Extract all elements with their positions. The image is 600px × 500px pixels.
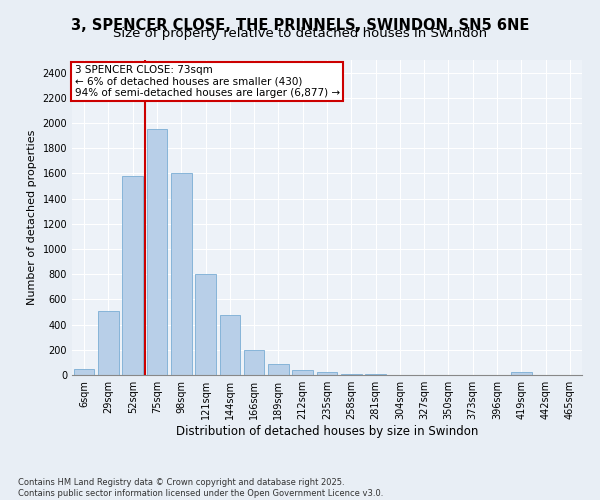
Bar xyxy=(317,372,337,375)
Bar xyxy=(220,314,240,375)
Text: Size of property relative to detached houses in Swindon: Size of property relative to detached ho… xyxy=(113,28,487,40)
Bar xyxy=(268,364,289,375)
Bar xyxy=(171,174,191,375)
Bar xyxy=(98,310,119,375)
Bar xyxy=(511,372,532,375)
X-axis label: Distribution of detached houses by size in Swindon: Distribution of detached houses by size … xyxy=(176,425,478,438)
Bar xyxy=(195,274,216,375)
Text: 3, SPENCER CLOSE, THE PRINNELS, SWINDON, SN5 6NE: 3, SPENCER CLOSE, THE PRINNELS, SWINDON,… xyxy=(71,18,529,32)
Text: Contains HM Land Registry data © Crown copyright and database right 2025.
Contai: Contains HM Land Registry data © Crown c… xyxy=(18,478,383,498)
Bar xyxy=(365,374,386,375)
Bar xyxy=(122,176,143,375)
Y-axis label: Number of detached properties: Number of detached properties xyxy=(27,130,37,305)
Bar xyxy=(341,374,362,375)
Bar xyxy=(74,368,94,375)
Bar xyxy=(244,350,265,375)
Bar xyxy=(146,130,167,375)
Bar xyxy=(292,370,313,375)
Text: 3 SPENCER CLOSE: 73sqm
← 6% of detached houses are smaller (430)
94% of semi-det: 3 SPENCER CLOSE: 73sqm ← 6% of detached … xyxy=(74,64,340,98)
